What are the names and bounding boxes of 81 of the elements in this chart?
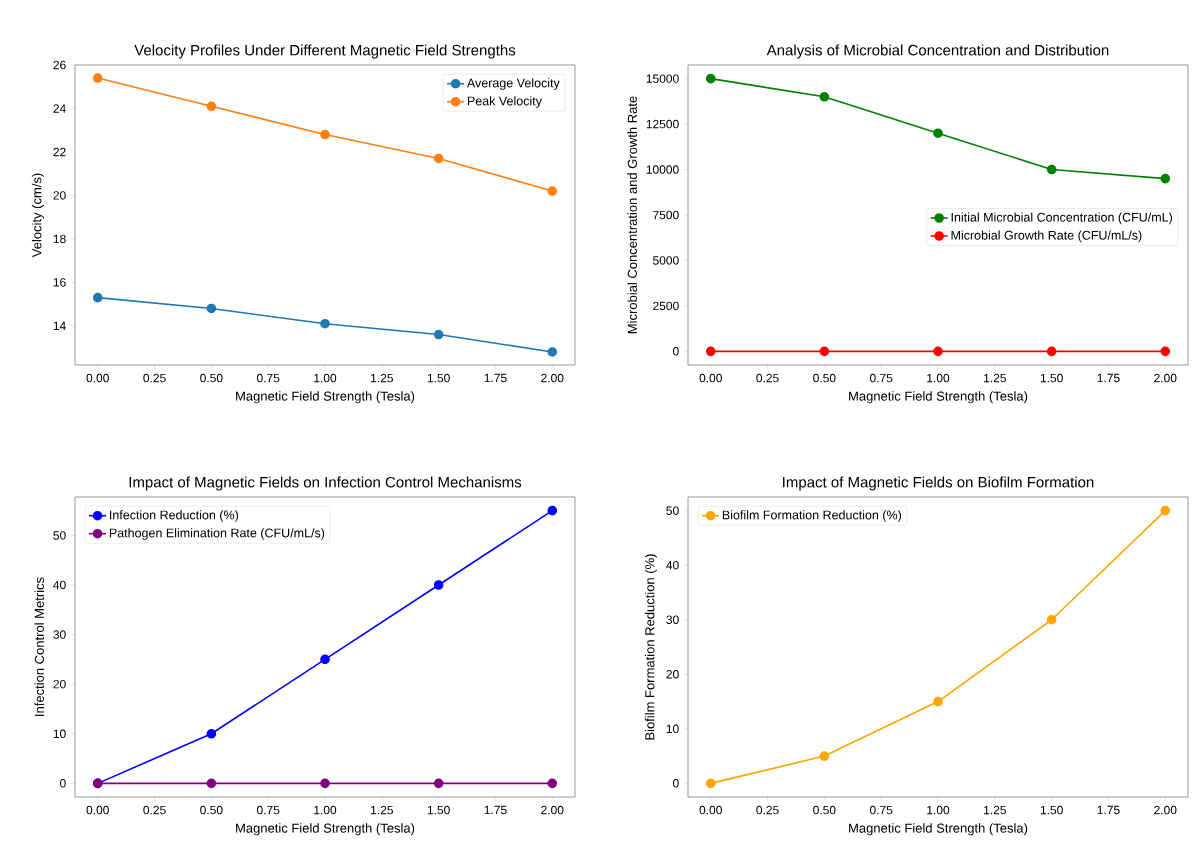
y-tick-label: 5000 xyxy=(652,256,679,265)
x-tick-label: 0.75 xyxy=(256,805,280,815)
y-tick-label: 10 xyxy=(53,729,66,739)
y-tick-label: 7500 xyxy=(653,210,679,220)
x-tick-label: 1.50 xyxy=(1040,805,1063,815)
x-tick-label: 0.50 xyxy=(813,805,836,815)
y-axis-title: Infection Control Metrics xyxy=(34,577,44,716)
x-tick-label: 0.50 xyxy=(200,373,223,383)
chart-title: Impact of Magnetic Fields on Infection Control Mechanisms xyxy=(129,476,522,491)
y-tick-label: 40 xyxy=(53,580,66,590)
y-tick-label: 15000 xyxy=(646,74,679,83)
chart-title: Analysis of Microbial Concentration and Distribution xyxy=(766,44,1109,59)
x-axis-title: Magnetic Field Strength (Tesla) xyxy=(849,391,1028,404)
y-tick-label: 22 xyxy=(53,147,66,157)
x-tick-label: 1.25 xyxy=(984,805,1006,815)
x-tick-label: 1.50 xyxy=(427,373,450,383)
x-axis-title: Magnetic Field Strength (Tesla) xyxy=(849,823,1028,836)
x-tick-label: 0.50 xyxy=(813,373,836,383)
y-tick-label: 24 xyxy=(53,104,66,113)
x-tick-label: 0.00 xyxy=(699,373,722,383)
x-tick-label: 0.00 xyxy=(699,805,722,815)
x-tick-label: 2.00 xyxy=(541,805,564,815)
y-tick-label: 30 xyxy=(53,630,66,639)
y-axis-title: Biofilm Formation Reduction (%) xyxy=(644,554,657,740)
chart-title: Impact of Magnetic Fields on Biofilm Formation xyxy=(783,476,1094,491)
y-tick-label: 20 xyxy=(666,670,679,679)
x-tick-label: 2.00 xyxy=(1154,373,1177,383)
x-tick-label: 1.00 xyxy=(314,805,337,815)
x-tick-label: 1.00 xyxy=(927,805,950,815)
legend-label: Peak Velocity xyxy=(467,96,542,108)
x-tick-label: 1.00 xyxy=(314,373,337,383)
y-tick-label: 20 xyxy=(53,679,66,689)
x-tick-label: 1.75 xyxy=(484,373,507,383)
x-tick-label: 1.25 xyxy=(371,373,393,383)
y-tick-label: 40 xyxy=(666,560,679,570)
x-tick-label: 0.00 xyxy=(86,373,109,383)
y-tick-label: 10 xyxy=(666,724,679,734)
legend-label: Biofilm Formation Reduction (%) xyxy=(722,510,901,522)
chart-title: Velocity Profiles Under Different Magnetic Field Strengths xyxy=(134,44,516,59)
x-tick-label: 1.50 xyxy=(1040,373,1063,383)
x-tick-label: 0.75 xyxy=(869,373,893,383)
x-tick-label: 1.75 xyxy=(1097,805,1120,815)
x-tick-label: 0.25 xyxy=(756,805,779,815)
y-tick-label: 2500 xyxy=(653,301,679,311)
y-tick-label: 26 xyxy=(53,60,66,70)
x-axis-title: Magnetic Field Strength (Tesla) xyxy=(236,391,415,404)
x-tick-label: 0.25 xyxy=(756,373,779,383)
x-tick-label: 1.50 xyxy=(427,805,450,815)
y-tick-label: 50 xyxy=(53,531,66,540)
y-axis-title: Velocity (cm/s) xyxy=(31,173,44,258)
y-tick-label: 18 xyxy=(53,234,66,244)
y-tick-label: 14 xyxy=(53,321,66,330)
x-tick-label: 0.75 xyxy=(256,373,280,383)
y-tick-label: 12500 xyxy=(646,119,679,129)
legend-label: Initial Microbial Concentration (CFU/mL) xyxy=(951,212,1172,225)
x-tick-label: 1.25 xyxy=(984,373,1006,383)
x-tick-label: 1.75 xyxy=(1097,373,1120,383)
y-tick-label: 16 xyxy=(53,278,66,287)
x-tick-label: 1.25 xyxy=(371,805,393,815)
y-axis-title: Microbial Concentration and Growth Rate xyxy=(627,96,637,334)
x-tick-label: 1.00 xyxy=(927,373,950,383)
x-tick-label: 0.50 xyxy=(200,805,223,815)
legend-label: Microbial Growth Rate (CFU/mL/s) xyxy=(951,230,1142,243)
y-tick-label: 30 xyxy=(666,615,679,624)
y-tick-label: 50 xyxy=(666,506,679,515)
y-tick-label: 0 xyxy=(60,779,66,788)
x-tick-label: 0.75 xyxy=(869,805,893,815)
legend-label: Infection Reduction (%) xyxy=(110,510,238,522)
x-tick-label: 2.00 xyxy=(541,373,564,383)
x-tick-label: 0.00 xyxy=(86,805,109,815)
y-tick-label: 0 xyxy=(673,347,679,356)
x-tick-label: 2.00 xyxy=(1154,805,1177,815)
x-tick-label: 1.75 xyxy=(484,805,507,815)
y-tick-label: 20 xyxy=(53,191,66,200)
x-tick-label: 0.25 xyxy=(143,373,166,383)
x-axis-title: Magnetic Field Strength (Tesla) xyxy=(236,823,415,836)
x-tick-label: 0.25 xyxy=(143,805,166,815)
legend-label: Pathogen Elimination Rate (CFU/mL/s) xyxy=(109,528,325,540)
y-tick-label: 0 xyxy=(673,779,679,788)
legend-label: Average Velocity xyxy=(466,78,560,90)
y-tick-label: 10000 xyxy=(646,165,679,174)
